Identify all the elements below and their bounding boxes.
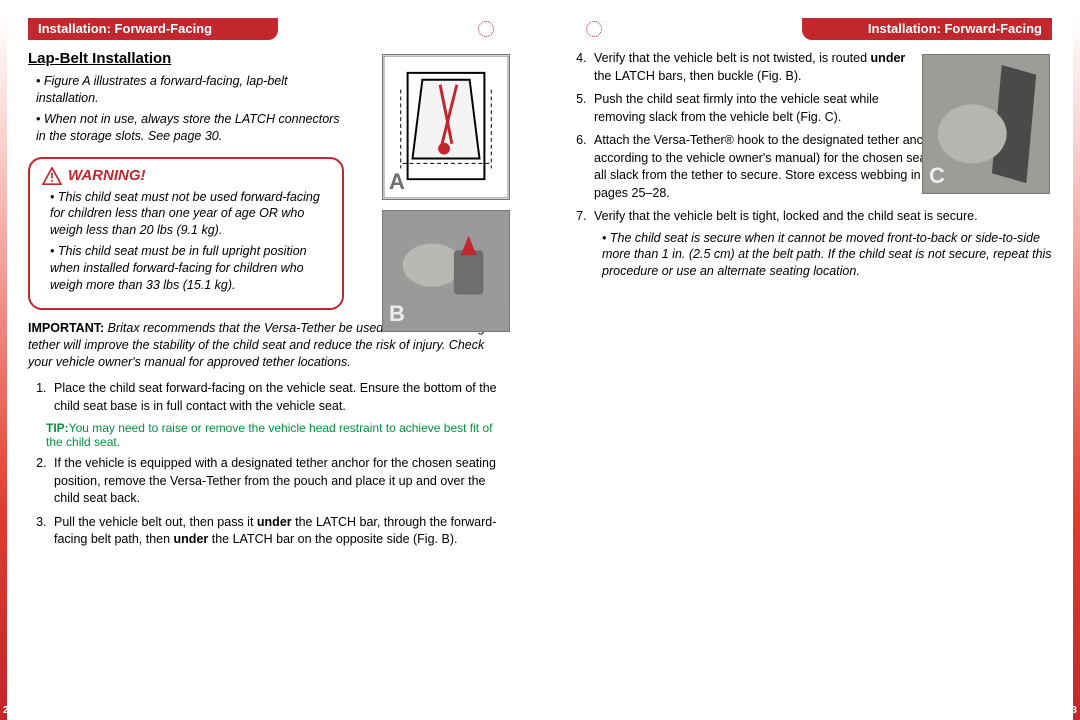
page-number-left: 22 [3, 705, 14, 716]
warning-item: This child seat must be in full upright … [50, 243, 330, 294]
page-number-right: 23 [1066, 705, 1077, 716]
header-bar-right: Installation: Forward-Facing [568, 18, 1052, 40]
step-2: If the vehicle is equipped with a design… [50, 455, 512, 508]
figure-c: C [922, 54, 1050, 194]
step-1: Place the child seat forward-facing on t… [50, 380, 512, 415]
binder-hole-icon [478, 21, 494, 37]
figure-b-label: B [389, 301, 405, 327]
figure-b: B [382, 210, 510, 332]
header-bar-left: Installation: Forward-Facing [28, 18, 512, 40]
intro-item: Figure A illustrates a forward-facing, l… [36, 73, 344, 107]
step-5: Push the child seat firmly into the vehi… [590, 91, 920, 126]
section-title: Lap-Belt Installation [28, 50, 344, 67]
warning-item: This child seat must not be used forward… [50, 189, 330, 240]
side-gradient-left [0, 18, 7, 720]
header-title-right: Installation: Forward-Facing [802, 18, 1052, 40]
tip-body: You may need to raise or remove the vehi… [46, 421, 492, 449]
intro-list: Figure A illustrates a forward-facing, l… [28, 73, 344, 145]
side-gradient-right [1073, 18, 1080, 720]
figure-c-label: C [929, 163, 945, 189]
warning-label: WARNING! [68, 167, 146, 184]
steps-list-left-cont: If the vehicle is equipped with a design… [28, 455, 512, 549]
warning-box: WARNING! This child seat must not be use… [28, 157, 344, 310]
left-page: 22 Installation: Forward-Facing A B [0, 0, 540, 720]
important-lead: IMPORTANT: [28, 321, 104, 335]
right-page: 23 Installation: Forward-Facing C Verify… [540, 0, 1080, 720]
intro-item: When not in use, always store the LATCH … [36, 111, 344, 145]
step-4: Verify that the vehicle belt is not twis… [590, 50, 920, 85]
step-7: Verify that the vehicle belt is tight, l… [590, 208, 1052, 280]
header-title-left: Installation: Forward-Facing [28, 18, 278, 40]
tip-label: TIP: [46, 421, 69, 435]
binder-hole-icon [586, 21, 602, 37]
warning-icon [42, 167, 62, 185]
figure-a: A [382, 54, 510, 200]
secure-note: The child seat is secure when it cannot … [594, 230, 1052, 281]
steps-list-left: Place the child seat forward-facing on t… [28, 380, 512, 415]
step-3: Pull the vehicle belt out, then pass it … [50, 514, 512, 549]
figure-a-label: A [389, 169, 405, 195]
tip-text: TIP:You may need to raise or remove the … [28, 421, 512, 449]
